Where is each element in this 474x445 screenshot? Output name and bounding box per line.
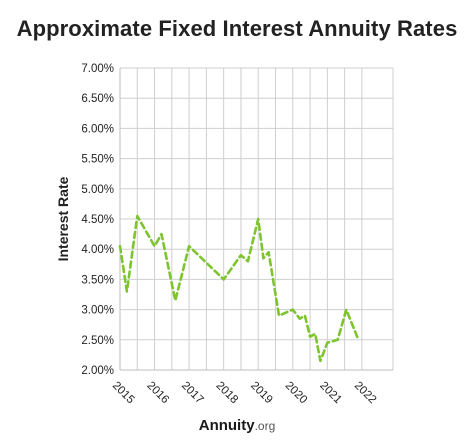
y-tick-label: 6.50%: [81, 93, 114, 105]
y-tick-label: 2.50%: [81, 335, 114, 347]
y-tick-label: 5.00%: [81, 184, 114, 196]
x-tick-label: 2021: [317, 380, 344, 407]
x-tick-label: 2019: [248, 380, 275, 407]
y-tick-label: 4.50%: [81, 214, 114, 226]
x-tick-label: 2016: [144, 380, 171, 407]
x-tick-label: 2018: [214, 380, 241, 407]
y-axis-title: Interest Rate: [55, 176, 71, 261]
y-tick-label: 3.00%: [81, 305, 114, 317]
brand-name: Annuity: [198, 417, 255, 434]
x-tick-label: 2017: [179, 380, 206, 407]
chart-title: Approximate Fixed Interest Annuity Rates: [16, 16, 458, 41]
y-tick-label: 2.00%: [81, 365, 114, 377]
brand-logo: Annuity.org: [0, 417, 474, 434]
series-line: [118, 214, 360, 363]
y-tick-label: 4.00%: [81, 244, 114, 256]
x-tick-label: 2020: [283, 380, 310, 407]
x-tick-label: 2015: [110, 380, 137, 407]
x-tick-label: 2022: [352, 380, 379, 407]
y-tick-label: 5.50%: [81, 154, 114, 166]
y-tick-label: 6.00%: [81, 123, 114, 135]
y-tick-label: 3.50%: [81, 274, 114, 286]
brand-tld: .org: [254, 419, 276, 433]
y-tick-label: 7.00%: [81, 63, 114, 75]
